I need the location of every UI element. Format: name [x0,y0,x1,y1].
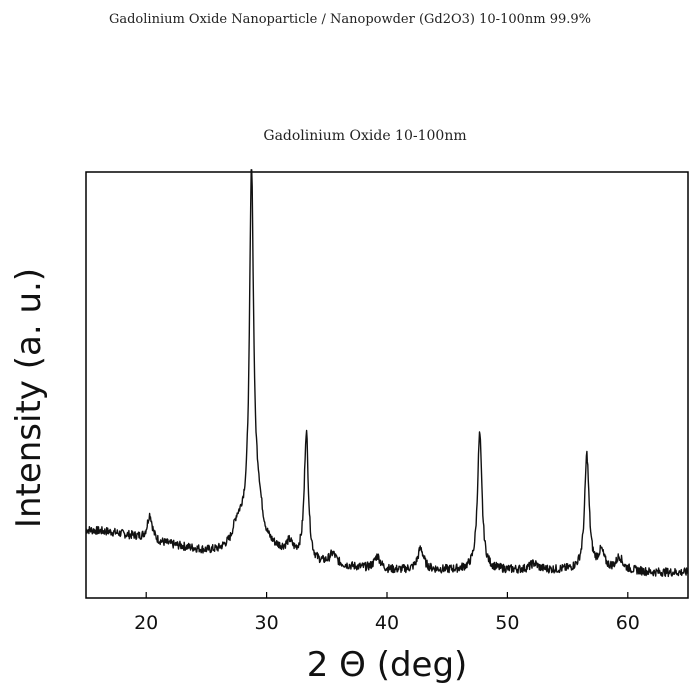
x-axis-ticks: 20 30 40 50 60 [134,592,640,634]
x-tick-label: 30 [255,612,279,634]
x-axis-label: 2 Θ (deg) [307,645,468,685]
xrd-pattern-line [85,169,689,578]
x-tick-label: 20 [134,612,158,634]
x-tick-label: 50 [495,612,519,634]
x-tick-label: 60 [616,612,640,634]
chart-title: Gadolinium Oxide 10-100nm [263,128,466,144]
x-tick-label: 40 [375,612,399,634]
plot-area [85,169,689,599]
plot-frame [85,171,689,599]
page-title: Gadolinium Oxide Nanoparticle / Nanopowd… [108,12,592,27]
y-axis-label: Intensity (a. u.) [9,268,49,528]
